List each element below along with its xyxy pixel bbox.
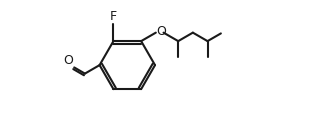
Text: F: F — [110, 10, 117, 23]
Text: O: O — [156, 25, 166, 38]
Text: O: O — [63, 54, 73, 67]
